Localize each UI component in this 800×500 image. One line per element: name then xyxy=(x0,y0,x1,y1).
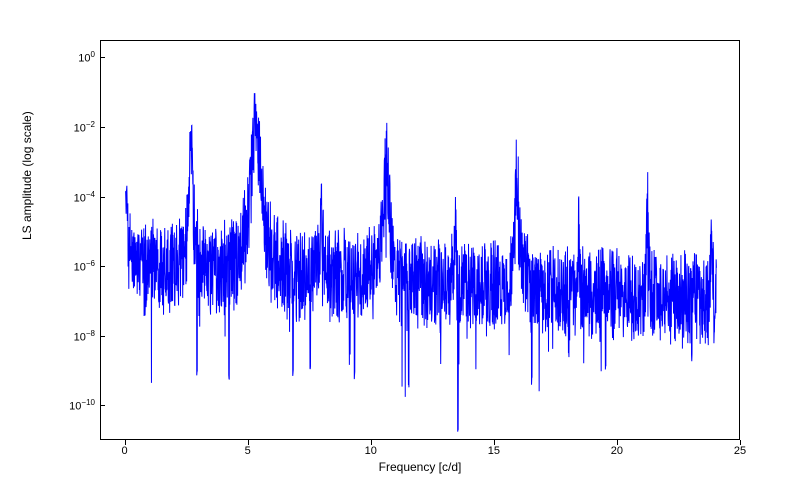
x-tick-label: 0 xyxy=(110,445,140,457)
y-tick-label: 100 xyxy=(35,50,95,65)
x-tick-label: 25 xyxy=(725,445,755,457)
y-tick-label: 10−10 xyxy=(35,398,95,413)
y-tick-label: 10−6 xyxy=(35,259,95,274)
x-axis-label: Frequency [c/d] xyxy=(100,460,740,474)
y-tick-label: 10−4 xyxy=(35,190,95,205)
y-axis-label: LS amplitude (log scale) xyxy=(20,111,34,240)
spectrum-line xyxy=(101,41,741,441)
chart-container xyxy=(100,40,740,440)
x-tick-label: 5 xyxy=(233,445,263,457)
plot-area xyxy=(100,40,740,440)
x-tick-label: 15 xyxy=(479,445,509,457)
y-tick-label: 10−8 xyxy=(35,329,95,344)
y-tick-label: 10−2 xyxy=(35,120,95,135)
x-tick-label: 20 xyxy=(602,445,632,457)
x-tick-label: 10 xyxy=(356,445,386,457)
